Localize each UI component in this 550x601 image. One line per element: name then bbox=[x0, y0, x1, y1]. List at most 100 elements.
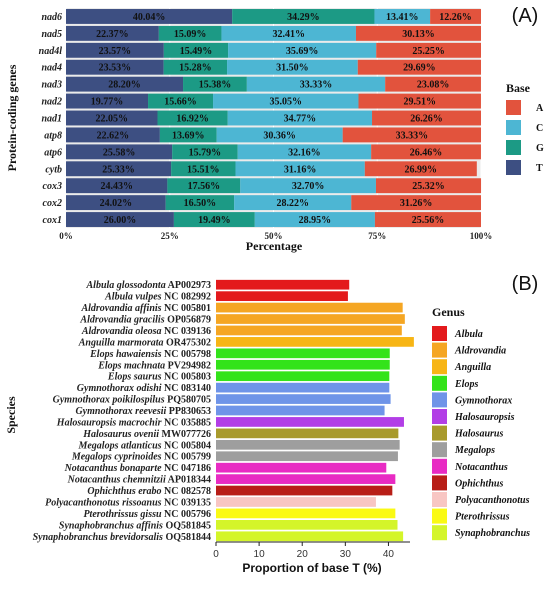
panel-a-bar-segment bbox=[163, 59, 228, 75]
panel-b-bar bbox=[216, 382, 390, 393]
panel-a-bar-segment bbox=[351, 195, 481, 211]
panel-a-data-label: 28.22% bbox=[276, 198, 309, 209]
panel-b-y-tick-label: Megalops cyprinoides NC 005799 bbox=[71, 452, 211, 463]
panel-b-species-name: Gymnothorax poikilospilus bbox=[53, 395, 165, 406]
panel-a-x-tick-label: 50% bbox=[265, 231, 283, 241]
panel-b-bar bbox=[216, 394, 391, 404]
panel-b-label: (B) bbox=[512, 273, 539, 295]
panel-b-legend-swatch bbox=[432, 492, 447, 507]
panel-b-species-name: Gymnothorax odishi bbox=[77, 383, 162, 394]
panel-b-legend-label: Pterothrissus bbox=[455, 512, 510, 523]
panel-a-bar-segment bbox=[66, 59, 164, 75]
panel-a-data-label: 22.62% bbox=[97, 130, 130, 141]
panel-b-accession: NC 039135 bbox=[162, 497, 211, 508]
panel-a-bar-segment bbox=[355, 25, 481, 41]
panel-a-data-label: 35.69% bbox=[286, 46, 319, 57]
panel-a-legend-swatch bbox=[506, 140, 521, 155]
panel-b-legend-label: Halosauropsis bbox=[454, 412, 515, 423]
panel-a-legend-label: G bbox=[536, 143, 544, 154]
panel-b-accession: AP002973 bbox=[166, 280, 211, 291]
panel-a-bar-segment bbox=[66, 212, 174, 227]
panel-a-data-label: 23.08% bbox=[417, 80, 450, 91]
panel-b-accession: OQ581844 bbox=[163, 532, 211, 543]
panel-a-bar-segment bbox=[66, 42, 164, 58]
panel-a-bar-segment bbox=[158, 25, 222, 41]
panel-b-y-tick-label: Gymnothorax reevesii PP830653 bbox=[75, 406, 211, 417]
panel-b-legend-label: Halosaurus bbox=[454, 429, 503, 440]
panel-b-x-tick-label: 30 bbox=[340, 549, 352, 560]
panel-a-bar-segment bbox=[375, 178, 482, 194]
panel-b-legend-swatch bbox=[432, 342, 447, 358]
panel-b-y-tick-label: Albula vulpes NC 082992 bbox=[104, 292, 211, 303]
panel-b-species-name: Elops hawaiensis bbox=[89, 349, 162, 360]
panel-a-data-label: 23.57% bbox=[99, 46, 132, 57]
panel-a-x-tick-label: 75% bbox=[368, 231, 386, 241]
panel-a-y-tick-label: atp6 bbox=[44, 147, 62, 158]
panel-b-legend-label: Synaphobranchus bbox=[455, 528, 530, 539]
panel-a-data-label: 25.33% bbox=[102, 164, 135, 175]
panel-b-bar bbox=[216, 371, 390, 382]
panel-b-y-tick-label: Synaphobranchus brevidorsalis OQ581844 bbox=[33, 532, 211, 543]
panel-a-bar-segment bbox=[66, 25, 159, 41]
panel-a-data-label: 26.99% bbox=[405, 164, 438, 175]
panel-b-species-name: Halosauropsis macrochir bbox=[56, 417, 162, 428]
panel-b-accession: PP830653 bbox=[166, 406, 211, 417]
panel-b-accession: PQ580705 bbox=[165, 395, 211, 406]
panel-b-y-tick-label: Elops hawaiensis NC 005798 bbox=[89, 349, 211, 360]
panel-a-data-label: 15.38% bbox=[199, 80, 232, 91]
panel-b-y-tick-label: Aldrovandia oleosa NC 039136 bbox=[81, 326, 211, 337]
panel-b-accession: NC 005796 bbox=[162, 509, 211, 520]
panel-b-bar bbox=[216, 519, 398, 530]
panel-a-data-label: 12.26% bbox=[439, 12, 472, 23]
panel-a-data-label: 26.46% bbox=[410, 147, 443, 158]
panel-b-species-name: Megalops atlanticus bbox=[77, 440, 161, 451]
panel-b-y-tick-label: Elops machnata PV294982 bbox=[97, 360, 211, 371]
panel-b-species-name: Aldrovandia oleosa bbox=[81, 326, 162, 337]
panel-a-bar-segment bbox=[66, 178, 168, 194]
panel-a-bar-segment bbox=[165, 195, 235, 211]
panel-b-x-tick-label: 10 bbox=[254, 549, 266, 560]
panel-b-species-name: Elops machnata bbox=[97, 360, 165, 371]
panel-b-y-tick-label: Megalops atlanticus NC 005804 bbox=[77, 440, 211, 451]
panel-a-data-label: 22.37% bbox=[96, 29, 129, 40]
panel-b-bar bbox=[216, 291, 348, 302]
panel-a-data-label: 15.28% bbox=[179, 63, 212, 74]
panel-a-bar-segment bbox=[173, 212, 255, 227]
panel-b-bar bbox=[216, 485, 393, 496]
panel-b-legend-swatch bbox=[432, 409, 447, 424]
panel-a-bar-segment bbox=[246, 76, 386, 92]
panel-b-bar bbox=[216, 474, 396, 484]
panel-b-species-name: Halosaurus ovenii bbox=[82, 429, 159, 440]
panel-a-data-label: 34.77% bbox=[284, 114, 317, 125]
panel-a-bar-segment bbox=[240, 178, 376, 194]
panel-b-x-tick-label: 0 bbox=[213, 549, 219, 560]
panel-b-legend-swatch bbox=[432, 458, 447, 474]
panel-b-legend-swatch bbox=[432, 475, 447, 491]
panel-a-x-tick-label: 0% bbox=[59, 231, 73, 241]
panel-b-legend-swatch bbox=[432, 508, 447, 524]
panel-b-y-tick-label: Ophichthus erabo NC 082578 bbox=[87, 486, 211, 497]
panel-a-data-label: 34.29% bbox=[287, 12, 320, 23]
panel-a-y-tick-label: cox1 bbox=[43, 215, 62, 226]
panel-a-data-label: 15.09% bbox=[174, 29, 207, 40]
panel-a-bar-segment bbox=[213, 93, 359, 109]
panel-a-data-label: 25.58% bbox=[103, 147, 136, 158]
panel-b-bar bbox=[216, 337, 414, 347]
panel-b-accession: NC 047186 bbox=[162, 463, 211, 474]
panel-b-legend-swatch bbox=[432, 525, 447, 541]
panel-b-species-name: Albula vulpes bbox=[104, 292, 162, 303]
panel-b-species-name: Polyacanthonotus rissoanus bbox=[45, 497, 162, 508]
panel-a-data-label: 33.33% bbox=[300, 80, 333, 91]
panel-a-y-tick-label: atp8 bbox=[44, 130, 62, 141]
panel-b-bar bbox=[216, 348, 390, 359]
panel-b-legend-swatch bbox=[432, 375, 447, 391]
panel-a-data-label: 40.04% bbox=[133, 12, 166, 23]
panel-b-accession: OQ581845 bbox=[163, 520, 211, 531]
panel-b-y-tick-label: Polyacanthonotus rissoanus NC 039135 bbox=[45, 497, 211, 508]
panel-a-y-tick-label: nad6 bbox=[41, 12, 62, 23]
panel-a-data-label: 32.41% bbox=[272, 29, 305, 40]
panel-b-species-name: Pterothrissus gissu bbox=[83, 509, 162, 520]
panel-b-legend-label: Ophichthus bbox=[455, 478, 503, 489]
panel-a-bar-segment bbox=[376, 42, 481, 58]
panel-b-y-tick-label: Elops saurus NC 005803 bbox=[107, 372, 211, 383]
